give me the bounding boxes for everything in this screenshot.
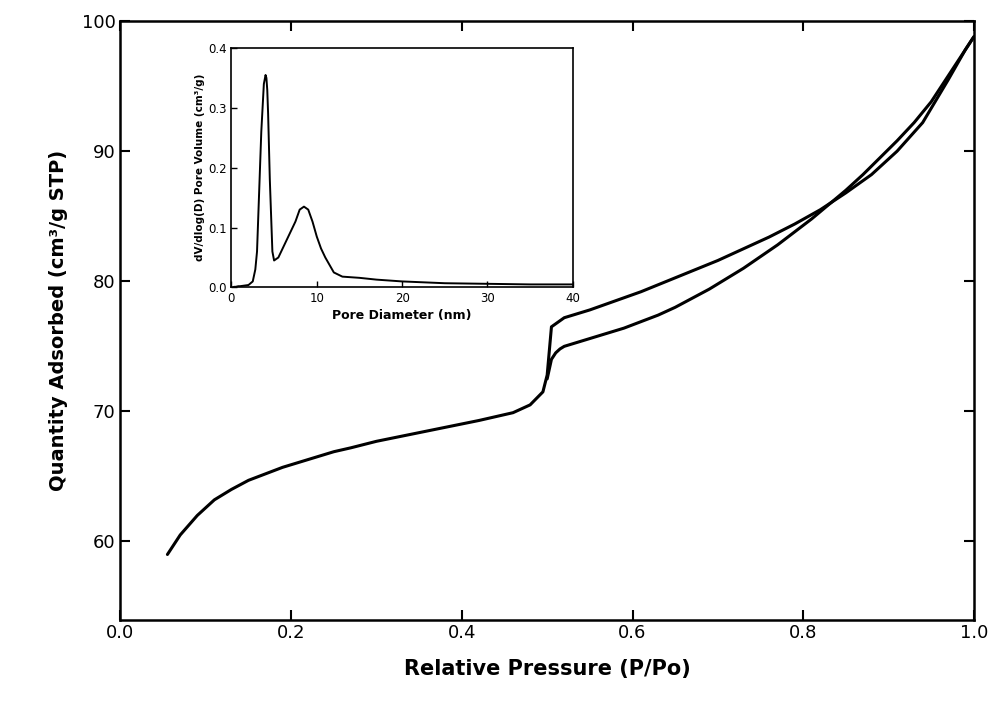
- Y-axis label: Quantity Adsorbed (cm³/g STP): Quantity Adsorbed (cm³/g STP): [49, 150, 68, 491]
- X-axis label: Relative Pressure (P/Po): Relative Pressure (P/Po): [403, 659, 690, 679]
